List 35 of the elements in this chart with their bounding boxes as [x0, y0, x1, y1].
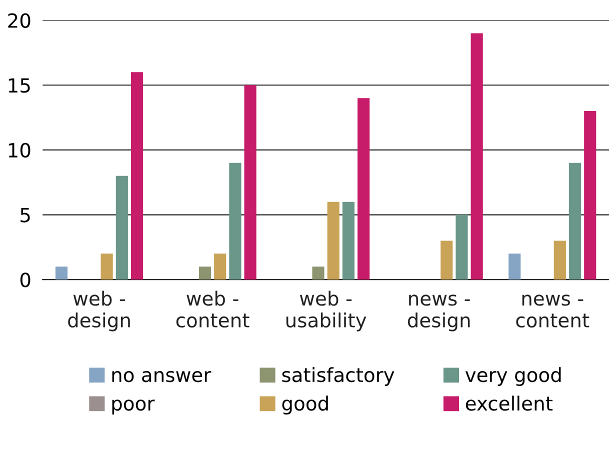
y-tick-label: 20 — [8, 13, 30, 28]
bar — [116, 176, 128, 280]
bar — [554, 240, 566, 280]
bar — [508, 254, 521, 280]
bar — [327, 202, 340, 280]
bar — [198, 266, 212, 280]
legend-label: poor — [112, 400, 155, 414]
x-tick-label: web - content — [176, 290, 250, 328]
x-tick-label: news - content — [516, 294, 590, 328]
legend-label: satisfactory — [282, 367, 394, 386]
bar — [568, 162, 582, 280]
legend-label: very good — [465, 367, 561, 386]
bar — [456, 214, 468, 280]
bar — [584, 111, 596, 280]
legend-label: excellent — [466, 396, 553, 411]
bar — [100, 254, 113, 280]
bar — [214, 254, 226, 280]
legend-label: no answer — [112, 371, 212, 382]
y-tick-label: 0 — [20, 272, 30, 288]
legend-label: good — [282, 396, 328, 414]
bar — [244, 85, 256, 280]
bar — [440, 240, 453, 280]
y-tick-label: 5 — [20, 208, 30, 222]
x-tick-label: news - design — [408, 294, 470, 332]
bar — [130, 72, 144, 280]
bar — [342, 202, 355, 280]
x-tick-label: web - design — [68, 290, 130, 332]
bar — [55, 266, 68, 280]
x-tick-label: web - usability — [286, 290, 366, 332]
bar — [470, 33, 483, 280]
y-tick-label: 15 — [8, 78, 30, 93]
bar — [229, 162, 242, 280]
y-tick-label: 10 — [8, 142, 30, 158]
bar — [312, 266, 324, 280]
bar — [358, 98, 370, 280]
